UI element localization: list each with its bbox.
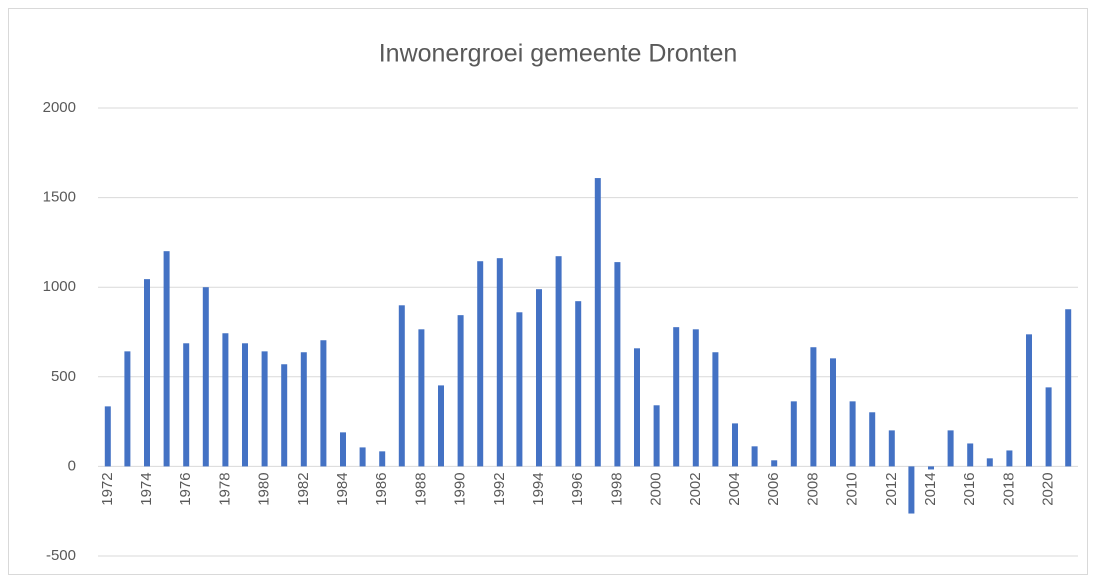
x-tick-label: 1988 bbox=[412, 472, 429, 505]
x-tick-label: 2020 bbox=[1040, 472, 1057, 505]
x-tick-label: 2014 bbox=[922, 472, 939, 505]
x-tick-label: 2006 bbox=[765, 472, 782, 505]
x-tick-label: 2000 bbox=[648, 472, 665, 505]
bar bbox=[771, 460, 778, 467]
x-tick-label: 1976 bbox=[177, 472, 194, 505]
bar bbox=[653, 405, 660, 467]
y-tick-label: 2000 bbox=[43, 99, 76, 116]
bar bbox=[712, 352, 719, 467]
bar bbox=[516, 312, 523, 467]
bar bbox=[692, 329, 699, 467]
y-tick-label: 1000 bbox=[43, 278, 76, 295]
bar bbox=[242, 343, 248, 467]
x-tick-label: 1980 bbox=[256, 472, 273, 505]
bar bbox=[849, 401, 856, 467]
bar bbox=[908, 466, 915, 514]
x-tick-label: 1982 bbox=[295, 472, 312, 505]
bar bbox=[183, 343, 190, 467]
bar bbox=[1065, 309, 1072, 467]
chart-border bbox=[8, 8, 1088, 575]
x-tick-label: 2004 bbox=[726, 472, 743, 505]
x-tick-label: 2008 bbox=[804, 472, 821, 505]
bar bbox=[300, 352, 307, 467]
x-tick-label: 2018 bbox=[1000, 472, 1017, 505]
x-tick-label: 1978 bbox=[216, 472, 233, 505]
x-tick-label: 1994 bbox=[530, 472, 547, 505]
bar bbox=[496, 258, 503, 467]
x-tick-label: 1996 bbox=[569, 472, 586, 505]
bar bbox=[928, 466, 934, 470]
bar bbox=[320, 340, 327, 467]
bar bbox=[967, 443, 974, 467]
bar bbox=[222, 333, 229, 467]
x-tick-label: 2002 bbox=[687, 472, 704, 505]
bar bbox=[555, 256, 562, 467]
bar bbox=[732, 423, 738, 467]
bar bbox=[124, 351, 131, 467]
x-tick-label: 1998 bbox=[608, 472, 625, 505]
bar bbox=[418, 329, 425, 467]
bar bbox=[438, 385, 444, 467]
x-tick-label: 1992 bbox=[491, 472, 508, 505]
x-tick-label: 1990 bbox=[452, 472, 469, 505]
bar bbox=[810, 347, 817, 467]
x-tick-label: 2010 bbox=[844, 472, 861, 505]
bar bbox=[1045, 387, 1052, 467]
bar bbox=[1026, 334, 1032, 467]
bar bbox=[104, 406, 111, 467]
bar bbox=[634, 348, 640, 467]
x-tick-label: 2016 bbox=[961, 472, 978, 505]
chart-title: Inwonergroei gemeente Dronten bbox=[379, 40, 738, 68]
bar bbox=[986, 458, 993, 467]
bar bbox=[614, 262, 621, 467]
bar bbox=[163, 251, 170, 467]
bar bbox=[673, 327, 680, 467]
x-tick-label: 2012 bbox=[883, 472, 900, 505]
x-tick-label: 1984 bbox=[334, 472, 351, 505]
bar bbox=[379, 451, 386, 467]
bar bbox=[340, 432, 346, 467]
bar bbox=[751, 446, 758, 467]
bar bbox=[790, 401, 797, 467]
bar bbox=[594, 178, 601, 467]
y-tick-label: 0 bbox=[68, 457, 76, 474]
bar bbox=[536, 289, 542, 467]
bar bbox=[359, 447, 366, 467]
bar bbox=[575, 301, 582, 467]
bar bbox=[869, 412, 876, 467]
bar bbox=[947, 430, 954, 467]
x-tick-label: 1972 bbox=[99, 472, 116, 505]
bar bbox=[477, 261, 484, 467]
bar bbox=[888, 430, 895, 467]
bar bbox=[144, 279, 150, 467]
bar bbox=[830, 358, 836, 467]
bar bbox=[1006, 450, 1013, 467]
bar bbox=[281, 364, 288, 467]
bar bbox=[398, 305, 405, 467]
x-tick-label: 1974 bbox=[138, 472, 155, 505]
bar bbox=[457, 315, 464, 467]
x-tick-label: 1986 bbox=[373, 472, 390, 505]
y-tick-label: 500 bbox=[51, 368, 76, 385]
y-tick-label: -500 bbox=[46, 547, 76, 564]
bar bbox=[261, 351, 268, 467]
bar bbox=[202, 287, 209, 467]
y-tick-label: 1500 bbox=[43, 189, 76, 206]
